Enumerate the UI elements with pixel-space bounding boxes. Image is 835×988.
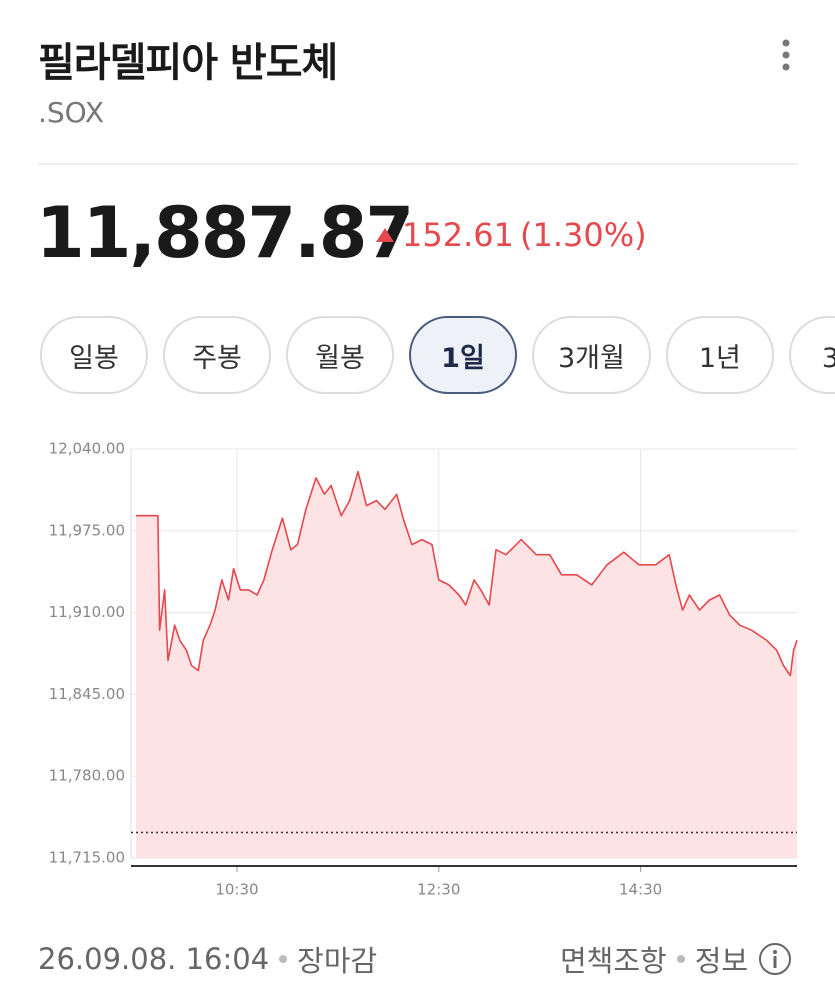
y-tick-label: 11,715.00 [49,849,125,867]
period-tab[interactable]: 3년 [788,316,835,394]
divider [38,163,798,165]
price-line [136,470,798,677]
separator [676,955,685,963]
info[interactable]: 정보 [694,944,749,978]
ticker-code: .SOX [38,96,105,129]
up-arrow [376,228,394,242]
period-tab[interactable]: 1일 [409,316,517,394]
price: 11,887.87 [36,192,414,274]
period-tab[interactable]: 3개월 [532,316,651,394]
x-tick-label: 10:30 [215,881,258,899]
timestamp: 26.09.08. 16:04 [38,942,270,976]
y-tick-label: 11,845.00 [49,685,125,703]
chart: 11,715.00 11,780.00 11,845.00 11,910.00 11,9… [49,440,798,899]
footer-left: 26.09.08. 16:04 장마감 [38,938,377,980]
disclaimer[interactable]: 면책조항 [560,944,667,978]
change: 152.61 (1.30%) [376,216,647,254]
footer-right: 면책조항 정보 [560,938,792,980]
y-tick-label: 11,780.00 [49,767,125,785]
period-tab[interactable]: 일봉 [40,316,148,394]
change-percent: (1.30%) [519,216,647,254]
y-tick-label: 11,975.00 [49,521,125,539]
more-menu[interactable] [778,38,794,72]
area [136,471,797,858]
period-tab[interactable]: 1년 [665,316,774,394]
y-tick-label: 11,910.00 [49,603,125,621]
info-icon[interactable] [758,942,792,976]
change-value: 152.61 [402,216,514,254]
market-status: 장마감 [297,944,378,978]
x-tick-label: 14:30 [619,881,662,899]
period-tab[interactable]: 주봉 [163,316,271,394]
x-tick-label: 12:30 [417,881,460,899]
period-tab[interactable]: 월봉 [286,316,394,394]
period-tabs: 일봉주봉월봉1일3개월1년3년 [0,316,835,400]
title: 필라델피아 반도체 [38,40,338,86]
y-tick-label: 12,040.00 [49,440,125,458]
separator [279,955,288,963]
